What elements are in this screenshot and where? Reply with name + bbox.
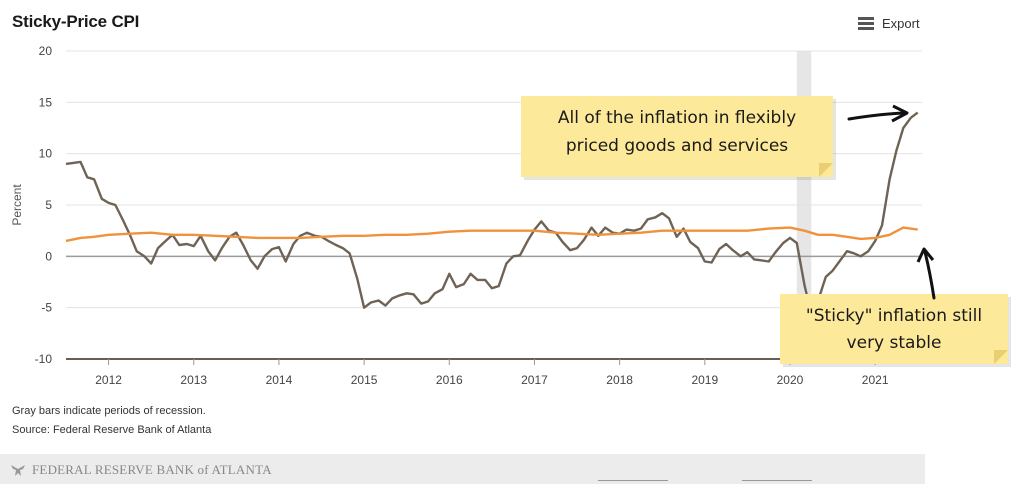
menu-icon [858, 17, 874, 30]
y-tick-label: 0 [45, 249, 52, 263]
footer-bar: FEDERAL RESERVE BANK of ATLANTA [0, 454, 925, 484]
x-tick-label: 2014 [266, 373, 293, 387]
x-tick-label: 2017 [521, 373, 548, 387]
eagle-icon [11, 465, 25, 476]
arrowhead-flexible [891, 104, 909, 123]
line-chart: -10 -5 0 5 10 15 20 2012 2013 2014 2015 2016 2017 201… [10, 44, 1011, 387]
note-curl [819, 163, 833, 177]
x-tick-label: 2019 [691, 373, 718, 387]
sticky-cpi-line [65, 226, 918, 243]
y-axis-label: Percent [10, 184, 24, 226]
note-background [780, 294, 1008, 364]
x-tick-label: 2013 [180, 373, 207, 387]
sticky-annotation: "Sticky" inflation still very stable [780, 294, 1011, 367]
note-text-line: very stable [847, 333, 942, 353]
arrow-to-sticky [923, 250, 936, 300]
note-background [521, 96, 833, 177]
export-label: Export [882, 16, 920, 31]
y-tick-label: 5 [45, 198, 52, 212]
export-button[interactable]: Export [858, 16, 920, 31]
note-text-line: "Sticky" inflation still [806, 306, 982, 326]
x-tick-label: 2020 [777, 373, 804, 387]
x-tick-label: 2012 [95, 373, 122, 387]
x-tick-label: 2016 [436, 373, 463, 387]
x-tick-label: 2021 [862, 373, 889, 387]
y-tick-label: 20 [39, 44, 53, 58]
y-tick-label: -10 [35, 352, 53, 366]
x-tick-label: 2015 [351, 373, 378, 387]
annotations: All of the inflation in flexibly priced g… [521, 96, 1011, 367]
footer-tab-1[interactable] [598, 480, 668, 485]
note-text-line: priced goods and services [566, 136, 788, 156]
brand-logo: FEDERAL RESERVE BANK of ATLANTA [10, 462, 272, 478]
note-text-line: All of the inflation in flexibly [558, 108, 796, 128]
brand-text: FEDERAL RESERVE BANK of ATLANTA [32, 462, 272, 477]
arrowhead-sticky [916, 247, 935, 263]
source-footnote: Source: Federal Reserve Bank of Atlanta [12, 424, 212, 436]
chart-title: Sticky-Price CPI [12, 12, 140, 31]
recession-footnote: Gray bars indicate periods of recession. [12, 405, 206, 417]
flexible-cpi-line [65, 111, 919, 315]
flexible-annotation: All of the inflation in flexibly priced g… [521, 96, 836, 180]
footer-tab-2[interactable] [742, 480, 812, 485]
y-tick-label: 15 [39, 95, 53, 109]
y-tick-label: -5 [41, 301, 52, 315]
axes: -10 -5 0 5 10 15 20 2012 2013 2014 2015 2016 2017 201… [10, 44, 922, 387]
arrow-to-flexible [847, 111, 906, 121]
series-lines [65, 111, 919, 315]
y-tick-label: 10 [39, 147, 53, 161]
note-curl [994, 350, 1008, 364]
x-tick-label: 2018 [606, 373, 633, 387]
